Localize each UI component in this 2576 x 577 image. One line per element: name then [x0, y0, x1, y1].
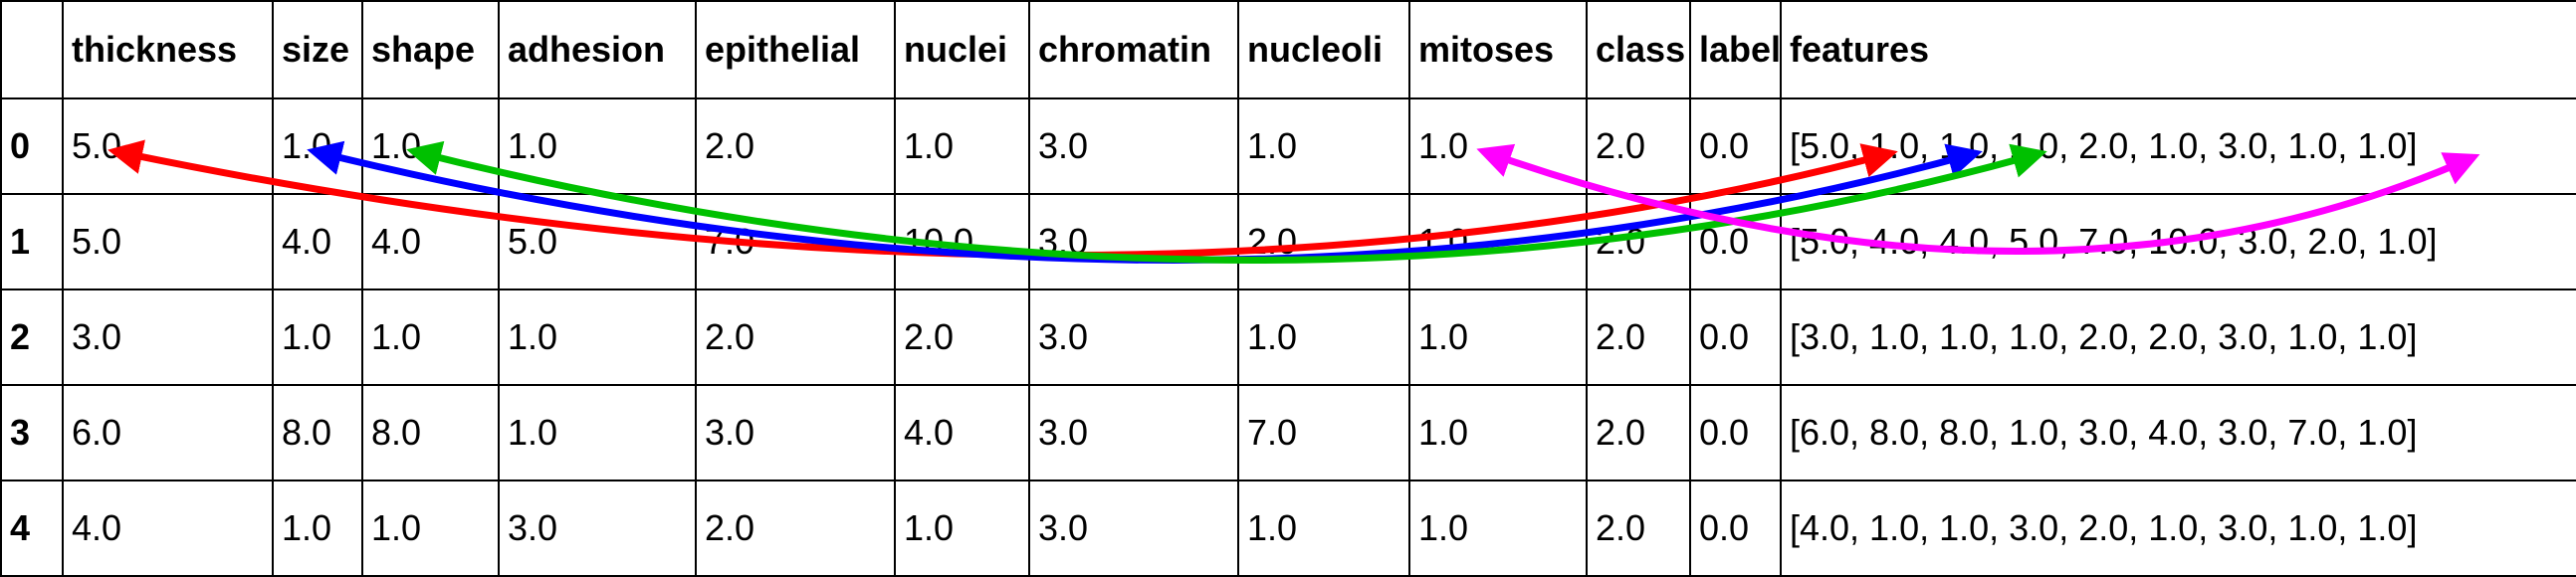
- column-header-mitoses: mitoses: [1408, 0, 1588, 99]
- row-index: 1: [0, 193, 64, 290]
- table-row: 2 3.0 1.0 1.0 1.0 2.0 2.0 3.0 1.0 1.0 2.…: [0, 288, 2576, 386]
- cell-adhesion: 1.0: [498, 97, 697, 195]
- cell-label: 0.0: [1689, 97, 1782, 195]
- cell-epithelial: 7.0: [695, 193, 896, 290]
- column-header-nucleoli: nucleoli: [1237, 0, 1410, 99]
- cell-shape: 1.0: [361, 97, 500, 195]
- column-header-chromatin: chromatin: [1028, 0, 1239, 99]
- cell-adhesion: 5.0: [498, 193, 697, 290]
- cell-size: 4.0: [272, 193, 363, 290]
- column-header-size: size: [272, 0, 363, 99]
- row-index: 3: [0, 384, 64, 481]
- cell-features: [5.0, 1.0, 1.0, 1.0, 2.0, 1.0, 3.0, 1.0,…: [1780, 97, 2576, 195]
- table-row: 3 6.0 8.0 8.0 1.0 3.0 4.0 3.0 7.0 1.0 2.…: [0, 384, 2576, 481]
- cell-mitoses: 1.0: [1408, 97, 1588, 195]
- column-header-class: class: [1586, 0, 1691, 99]
- column-header-features: features: [1780, 0, 2576, 99]
- index-header: [0, 0, 64, 99]
- cell-features: [4.0, 1.0, 1.0, 3.0, 2.0, 1.0, 3.0, 1.0,…: [1780, 480, 2576, 577]
- cell-nuclei: 10.0: [894, 193, 1030, 290]
- cell-class: 2.0: [1586, 384, 1691, 481]
- column-header-epithelial: epithelial: [695, 0, 896, 99]
- cell-label: 0.0: [1689, 480, 1782, 577]
- cell-class: 2.0: [1586, 97, 1691, 195]
- cell-chromatin: 3.0: [1028, 193, 1239, 290]
- cell-thickness: 4.0: [62, 480, 274, 577]
- cell-size: 8.0: [272, 384, 363, 481]
- cell-shape: 4.0: [361, 193, 500, 290]
- cell-adhesion: 1.0: [498, 384, 697, 481]
- header-row: thickness size shape adhesion epithelial…: [0, 0, 2576, 99]
- table-row: 0 5.0 1.0 1.0 1.0 2.0 1.0 3.0 1.0 1.0 2.…: [0, 97, 2576, 195]
- cell-chromatin: 3.0: [1028, 288, 1239, 386]
- cell-nucleoli: 7.0: [1237, 384, 1410, 481]
- column-header-shape: shape: [361, 0, 500, 99]
- column-header-adhesion: adhesion: [498, 0, 697, 99]
- cell-nuclei: 2.0: [894, 288, 1030, 386]
- cell-nuclei: 1.0: [894, 480, 1030, 577]
- cell-epithelial: 2.0: [695, 288, 896, 386]
- cell-chromatin: 3.0: [1028, 480, 1239, 577]
- table-row: 1 5.0 4.0 4.0 5.0 7.0 10.0 3.0 2.0 1.0 2…: [0, 193, 2576, 290]
- row-index: 4: [0, 480, 64, 577]
- cell-label: 0.0: [1689, 384, 1782, 481]
- cell-size: 1.0: [272, 97, 363, 195]
- cell-mitoses: 1.0: [1408, 193, 1588, 290]
- cell-mitoses: 1.0: [1408, 288, 1588, 386]
- cell-nucleoli: 1.0: [1237, 97, 1410, 195]
- cell-chromatin: 3.0: [1028, 384, 1239, 481]
- cell-features: [3.0, 1.0, 1.0, 1.0, 2.0, 2.0, 3.0, 1.0,…: [1780, 288, 2576, 386]
- cell-nuclei: 4.0: [894, 384, 1030, 481]
- cell-size: 1.0: [272, 480, 363, 577]
- column-header-thickness: thickness: [62, 0, 274, 99]
- cell-features: [6.0, 8.0, 8.0, 1.0, 3.0, 4.0, 3.0, 7.0,…: [1780, 384, 2576, 481]
- cell-nucleoli: 1.0: [1237, 480, 1410, 577]
- cell-adhesion: 3.0: [498, 480, 697, 577]
- cell-nucleoli: 1.0: [1237, 288, 1410, 386]
- column-header-label: label: [1689, 0, 1782, 99]
- cell-chromatin: 3.0: [1028, 97, 1239, 195]
- cell-features: [5.0, 4.0, 4.0, 5.0, 7.0, 10.0, 3.0, 2.0…: [1780, 193, 2576, 290]
- cell-epithelial: 3.0: [695, 384, 896, 481]
- cell-thickness: 6.0: [62, 384, 274, 481]
- cell-shape: 1.0: [361, 288, 500, 386]
- cell-mitoses: 1.0: [1408, 384, 1588, 481]
- cell-thickness: 3.0: [62, 288, 274, 386]
- cell-adhesion: 1.0: [498, 288, 697, 386]
- cell-label: 0.0: [1689, 288, 1782, 386]
- cell-size: 1.0: [272, 288, 363, 386]
- cell-thickness: 5.0: [62, 97, 274, 195]
- cell-nuclei: 1.0: [894, 97, 1030, 195]
- cell-epithelial: 2.0: [695, 480, 896, 577]
- cell-shape: 8.0: [361, 384, 500, 481]
- column-header-nuclei: nuclei: [894, 0, 1030, 99]
- table-row: 4 4.0 1.0 1.0 3.0 2.0 1.0 3.0 1.0 1.0 2.…: [0, 480, 2576, 577]
- row-index: 0: [0, 97, 64, 195]
- cell-thickness: 5.0: [62, 193, 274, 290]
- cell-shape: 1.0: [361, 480, 500, 577]
- cell-nucleoli: 2.0: [1237, 193, 1410, 290]
- cell-epithelial: 2.0: [695, 97, 896, 195]
- cell-mitoses: 1.0: [1408, 480, 1588, 577]
- cell-label: 0.0: [1689, 193, 1782, 290]
- cell-class: 2.0: [1586, 288, 1691, 386]
- cell-class: 2.0: [1586, 480, 1691, 577]
- cell-class: 2.0: [1586, 193, 1691, 290]
- row-index: 2: [0, 288, 64, 386]
